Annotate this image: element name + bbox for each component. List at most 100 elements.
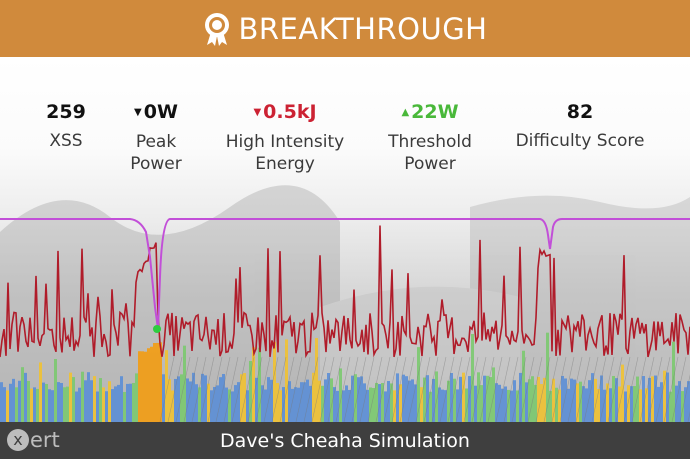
hatch-line [519, 356, 535, 422]
hatch-line [503, 356, 519, 422]
zone-bar [36, 388, 39, 422]
activity-title: Dave's Cheaha Simulation [220, 429, 470, 452]
zone-bar [435, 371, 438, 422]
zone-bar [174, 378, 177, 422]
zone-bar [339, 368, 342, 422]
hatch-line [639, 356, 655, 422]
zone-bar [390, 383, 393, 422]
zone-bar [651, 376, 654, 422]
zone-bar [408, 380, 411, 422]
zone-bar [624, 391, 627, 422]
zone-bar [138, 351, 141, 422]
hatch-line [207, 356, 223, 422]
zone-bar [543, 377, 546, 422]
zone-bar [480, 385, 483, 422]
trend-down-icon: ▼ [253, 106, 262, 118]
hatch-line [623, 356, 639, 422]
zone-bar [402, 374, 405, 422]
banner-title: BREAKTHROUGH [238, 11, 488, 46]
zone-bar [477, 372, 480, 422]
zone-bar [240, 374, 243, 422]
hatched-area [159, 356, 690, 422]
hatch-line [183, 356, 199, 422]
zone-bar [678, 381, 681, 422]
zone-bar [684, 387, 687, 422]
zone-bar [393, 390, 396, 422]
zone-bar [372, 387, 375, 422]
zone-bar [144, 351, 147, 422]
hatch-line [399, 356, 415, 422]
footer-bar: Dave's Cheaha Simulation [0, 422, 690, 459]
zone-bar [108, 381, 111, 422]
zone-bar [468, 376, 471, 422]
zone-bar [591, 373, 594, 422]
zone-bar [534, 384, 537, 422]
zone-bar [30, 388, 33, 422]
zone-bar [666, 372, 669, 422]
zone-bar [225, 387, 228, 422]
zone-bar [318, 380, 321, 422]
zone-bar [231, 391, 234, 422]
hatch-line [583, 356, 599, 422]
zone-bar [87, 372, 90, 422]
zone-bar [315, 338, 318, 422]
zone-bar [609, 388, 612, 422]
zone-bar [486, 375, 489, 422]
zone-bar [603, 389, 606, 422]
zone-bar [669, 391, 672, 422]
hatch-line [487, 356, 503, 422]
zone-bar [9, 383, 12, 422]
zone-bar [474, 385, 477, 422]
zone-bar [267, 377, 270, 422]
zone-bar [516, 390, 519, 422]
hatch-line [383, 356, 399, 422]
zone-bar [84, 380, 87, 422]
hatch-line [671, 356, 687, 422]
hatch-line [439, 356, 455, 422]
zone-bar [3, 387, 6, 422]
zone-bar [297, 387, 300, 422]
zone-bar [327, 373, 330, 422]
zone-bar [489, 377, 492, 422]
zone-bar [153, 343, 156, 422]
zone-bar [213, 386, 216, 422]
hatch-line [575, 356, 591, 422]
hatch-line [351, 356, 367, 422]
stat-threshold-power-value: 22W [411, 101, 459, 123]
zone-bar [354, 374, 357, 422]
trend-down-icon: ▼ [134, 106, 142, 118]
zone-bar [135, 373, 138, 422]
zone-bar [423, 377, 426, 422]
zone-bar [234, 385, 237, 422]
hatch-line [279, 356, 295, 422]
hatch-line [543, 356, 559, 422]
zone-bar [75, 391, 78, 422]
zone-bar [132, 382, 135, 422]
zone-bar [639, 389, 642, 422]
zone-bar [633, 386, 636, 422]
award-medal-icon [204, 12, 229, 46]
hatch-line [359, 356, 375, 422]
zone-bar [177, 376, 180, 422]
zone-bar [330, 378, 333, 422]
stat-hie-label: High Intensity Energy [225, 131, 345, 174]
zone-bar [54, 359, 57, 422]
zone-bar [219, 377, 222, 422]
hatch-line [615, 356, 631, 422]
zone-bar [558, 389, 561, 422]
stat-high-intensity-energy: ▼ 0.5kJ High Intensity Energy [222, 100, 348, 175]
zone-bar [432, 378, 435, 422]
hatch-line [175, 356, 191, 422]
zone-bar [552, 378, 555, 422]
zone-bar [15, 387, 18, 422]
xert-logo-x: x [7, 429, 29, 451]
zone-bar [72, 377, 75, 422]
zone-bar [576, 383, 579, 422]
zone-bar [504, 386, 507, 422]
zone-bar [405, 376, 408, 422]
hatch-line [559, 356, 575, 422]
zone-bar [621, 364, 624, 422]
power-line [0, 225, 690, 359]
hatch-line [287, 356, 303, 422]
hatch-line [447, 356, 463, 422]
